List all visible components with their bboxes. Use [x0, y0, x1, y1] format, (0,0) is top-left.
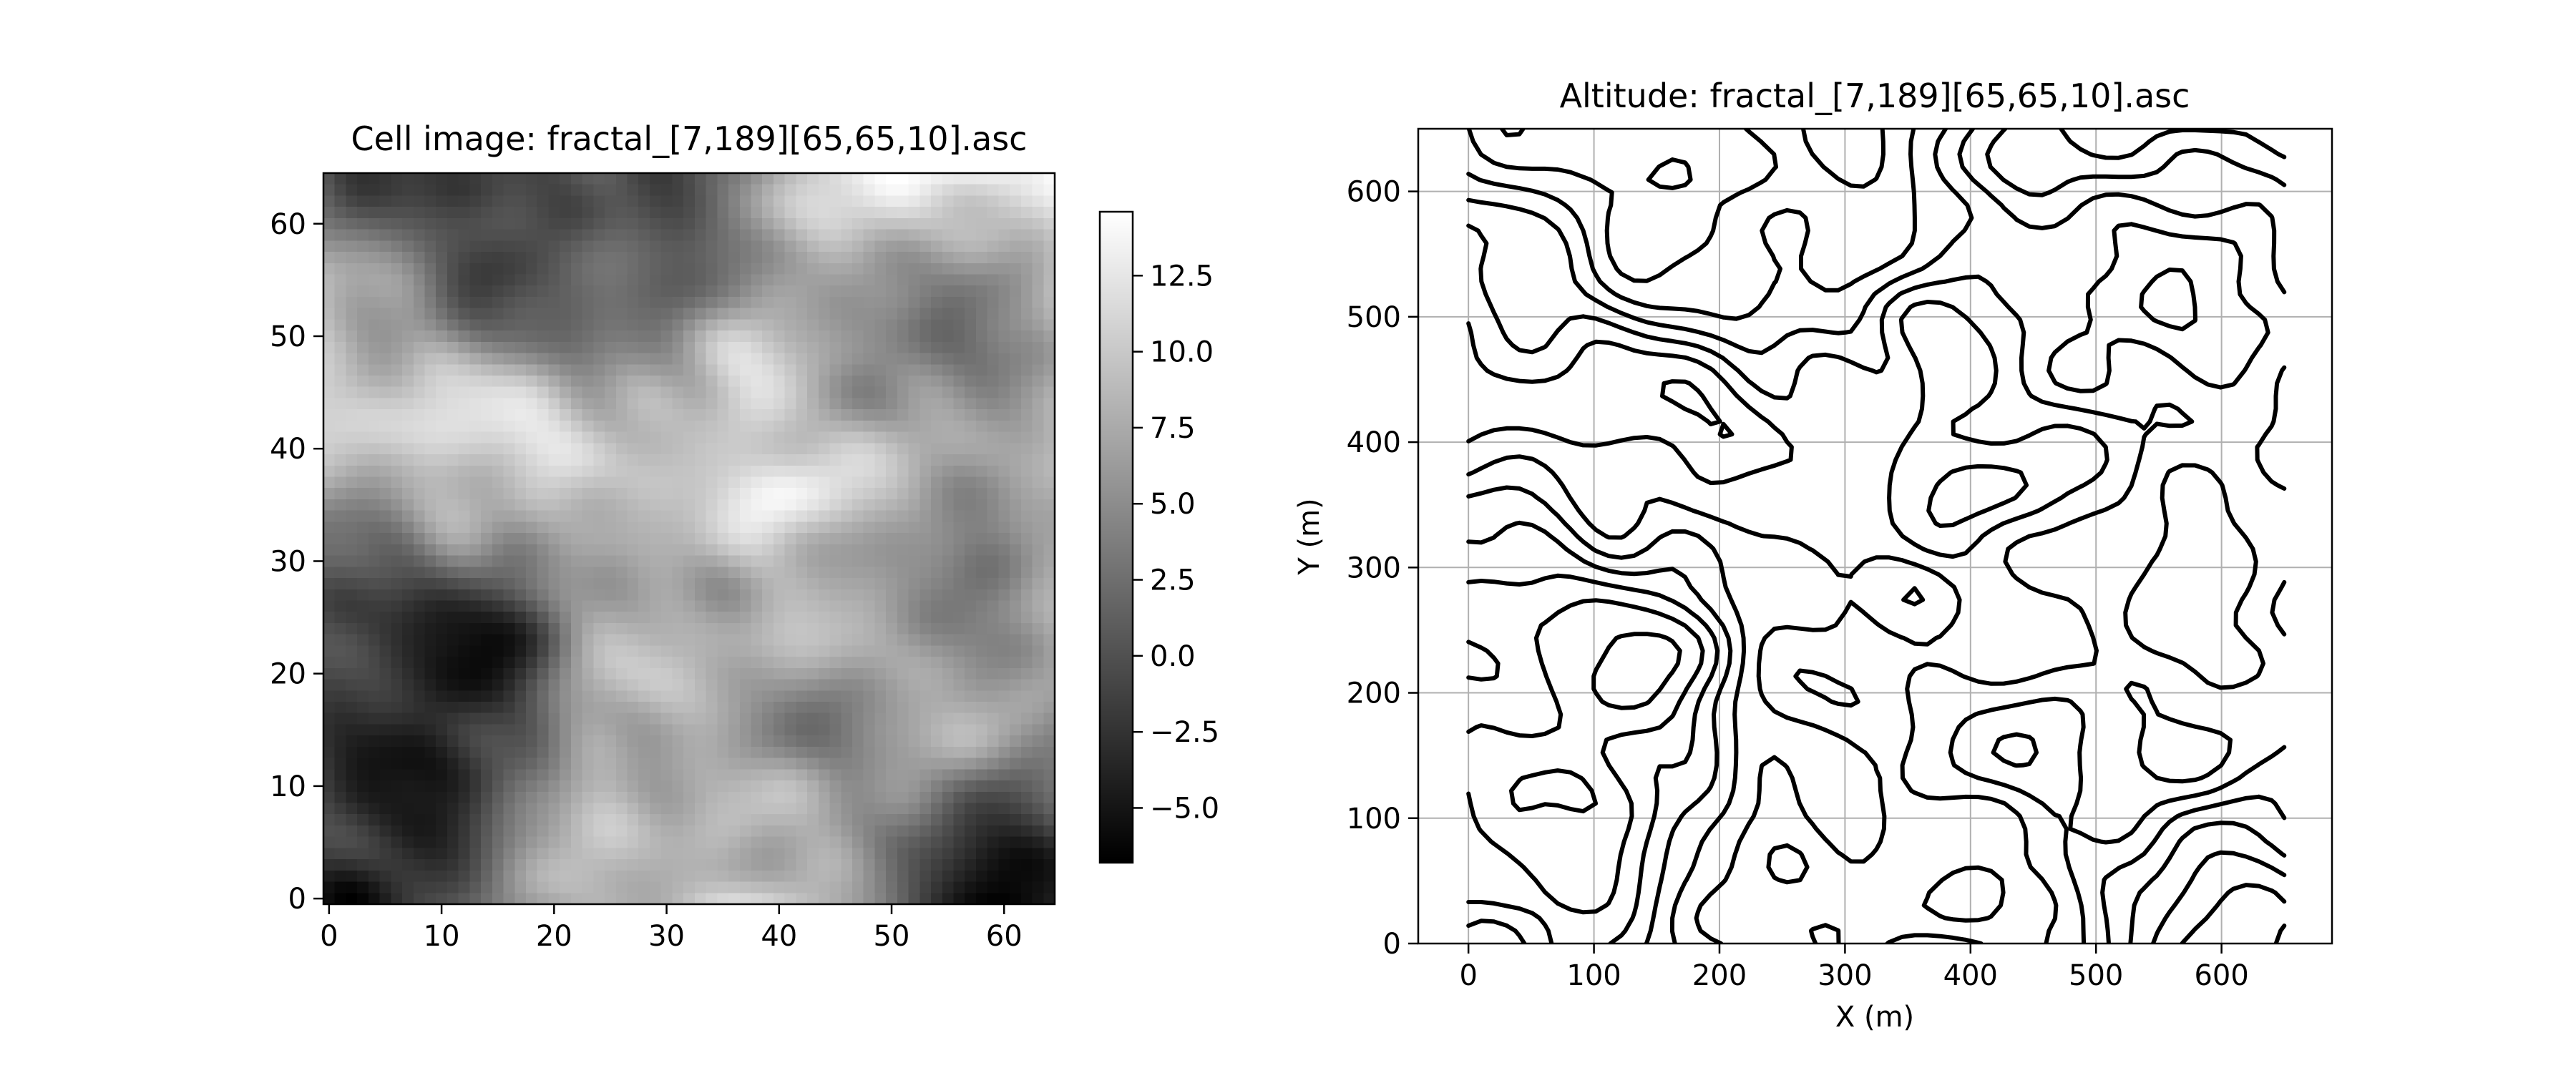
cell-image-xtick-label: 10	[424, 920, 460, 953]
cell-image-ytick-label: 40	[270, 433, 306, 466]
colorbar-tick-label: 10.0	[1150, 336, 1214, 369]
cell-image-plot: 0 10 20 30 40 50 60 0 10 20 30 40 50 60	[270, 172, 1056, 953]
cell-image-ytick-label: 60	[270, 208, 306, 241]
contour-line	[1466, 129, 2287, 944]
altitude-ticks: 0 100 200 300 400 500 600 0 100 200 300 400 500 600	[1347, 176, 2249, 992]
cell-image-ytick-label: 10	[270, 770, 306, 803]
altitude-ylabel: Y (m)	[1293, 498, 1326, 575]
cell-image-panel: Cell image: fractal_[7,189][65,65,10].as…	[270, 119, 1219, 953]
colorbar-tick-label: 0.0	[1150, 640, 1196, 673]
cell-image-xtick-label: 0	[320, 920, 338, 953]
altitude-xtick-label: 500	[2069, 959, 2123, 992]
cell-image-ticks: 0 10 20 30 40 50 60 0 10 20 30 40 50 60	[270, 208, 1023, 953]
cell-image-title: Cell image: fractal_[7,189][65,65,10].as…	[351, 119, 1028, 158]
altitude-ytick-label: 100	[1347, 803, 1401, 836]
altitude-plot-area	[1418, 129, 2332, 944]
altitude-title: Altitude: fractal_[7,189][65,65,10].asc	[1560, 77, 2190, 115]
altitude-ytick-label: 500	[1347, 301, 1401, 334]
altitude-ytick-label: 0	[1383, 928, 1401, 961]
cell-image-ytick-label: 0	[288, 883, 306, 916]
colorbar-tick-label: −2.5	[1150, 716, 1219, 749]
cell-image-ytick-label: 50	[270, 320, 306, 353]
cell-image-xtick-label: 60	[986, 920, 1023, 953]
cell-image-xtick-label: 20	[536, 920, 572, 953]
altitude-xtick-label: 200	[1692, 959, 1747, 992]
altitude-xtick-label: 0	[1459, 959, 1477, 992]
altitude-frame	[1417, 127, 2333, 945]
altitude-ytick-label: 600	[1347, 176, 1401, 209]
altitude-xtick-label: 100	[1566, 959, 1621, 992]
cell-image-xtick-label: 50	[874, 920, 910, 953]
contour-line	[1466, 129, 2287, 944]
colorbar-frame	[1098, 210, 1134, 864]
colorbar-tick-label: 5.0	[1150, 488, 1196, 521]
altitude-xtick-label: 600	[2194, 959, 2248, 992]
colorbar: −5.0 −2.5 0.0 2.5 5.0 7.5 10.0 12.5	[1098, 210, 1219, 864]
colorbar-tick-label: −5.0	[1150, 792, 1219, 825]
contour-line	[1466, 129, 2287, 944]
colorbar-ticks: −5.0 −2.5 0.0 2.5 5.0 7.5 10.0 12.5	[1133, 260, 1219, 825]
altitude-contours	[1466, 129, 2287, 944]
cell-image-ytick-label: 30	[270, 545, 306, 578]
cell-image-ytick-label: 20	[270, 658, 306, 691]
colorbar-tick-label: 12.5	[1150, 260, 1214, 293]
cell-image-raster	[323, 173, 1055, 904]
contour-line	[1466, 129, 2287, 944]
contour-line	[1660, 129, 2287, 528]
cell-image-xtick-label: 30	[648, 920, 685, 953]
altitude-ytick-label: 400	[1347, 426, 1401, 459]
altitude-panel: Altitude: fractal_[7,189][65,65,10].asc …	[1293, 77, 2333, 1034]
colorbar-tick-label: 7.5	[1150, 412, 1196, 445]
altitude-xtick-label: 300	[1818, 959, 1872, 992]
altitude-gridlines	[1418, 129, 2332, 944]
altitude-ytick-label: 300	[1347, 552, 1401, 584]
colorbar-gradient	[1100, 212, 1133, 863]
cell-image-xtick-label: 40	[761, 920, 797, 953]
altitude-xlabel: X (m)	[1835, 1001, 1914, 1034]
colorbar-tick-label: 2.5	[1150, 564, 1196, 597]
altitude-xtick-label: 400	[1943, 959, 1998, 992]
contour-line	[1466, 632, 2287, 944]
altitude-ytick-label: 200	[1347, 677, 1401, 710]
altitude-plot: 0 100 200 300 400 500 600 0 100 200 300 400 500 600 X…	[1293, 127, 2333, 1034]
cell-image-frame	[322, 172, 1056, 906]
